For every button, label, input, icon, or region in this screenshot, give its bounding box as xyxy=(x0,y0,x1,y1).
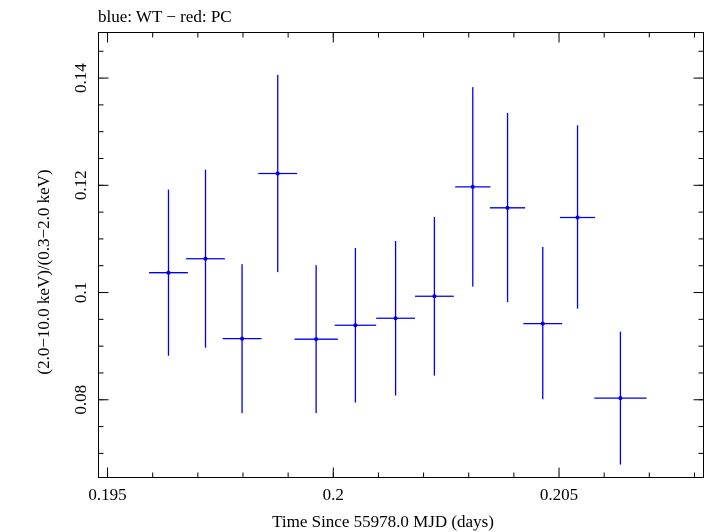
x-tick-labels: 0.195 0.2 0.205 xyxy=(88,485,578,504)
major-ticks xyxy=(98,32,704,478)
data-point xyxy=(240,336,245,341)
data-point xyxy=(470,184,475,189)
data-point xyxy=(540,321,545,326)
y-tick-label: 0.1 xyxy=(71,282,90,303)
data-point xyxy=(393,316,398,321)
data-point xyxy=(275,171,280,176)
x-axis-label: Time Since 55978.0 MJD (days) xyxy=(272,512,494,531)
y-tick-label: 0.08 xyxy=(71,385,90,415)
data-point xyxy=(166,270,171,275)
data-point xyxy=(575,215,580,220)
y-tick-label: 0.12 xyxy=(71,170,90,200)
chart-title: blue: WT − red: PC xyxy=(98,7,232,26)
plot-frame xyxy=(98,32,704,478)
data-point xyxy=(432,294,437,299)
y-tick-label: 0.14 xyxy=(71,63,90,93)
y-axis-label: (2.0−10.0 keV)/(0.3−2.0 keV) xyxy=(34,169,53,374)
data-point xyxy=(618,396,623,401)
x-tick-label: 0.2 xyxy=(323,485,344,504)
data-point xyxy=(203,256,208,261)
data-point xyxy=(314,337,319,342)
data-point xyxy=(353,323,358,328)
data-layer xyxy=(149,74,647,465)
y-tick-labels: 0.08 0.1 0.12 0.14 xyxy=(71,63,90,415)
x-tick-label: 0.195 xyxy=(88,485,126,504)
data-point xyxy=(505,205,510,210)
x-tick-label: 0.205 xyxy=(540,485,578,504)
